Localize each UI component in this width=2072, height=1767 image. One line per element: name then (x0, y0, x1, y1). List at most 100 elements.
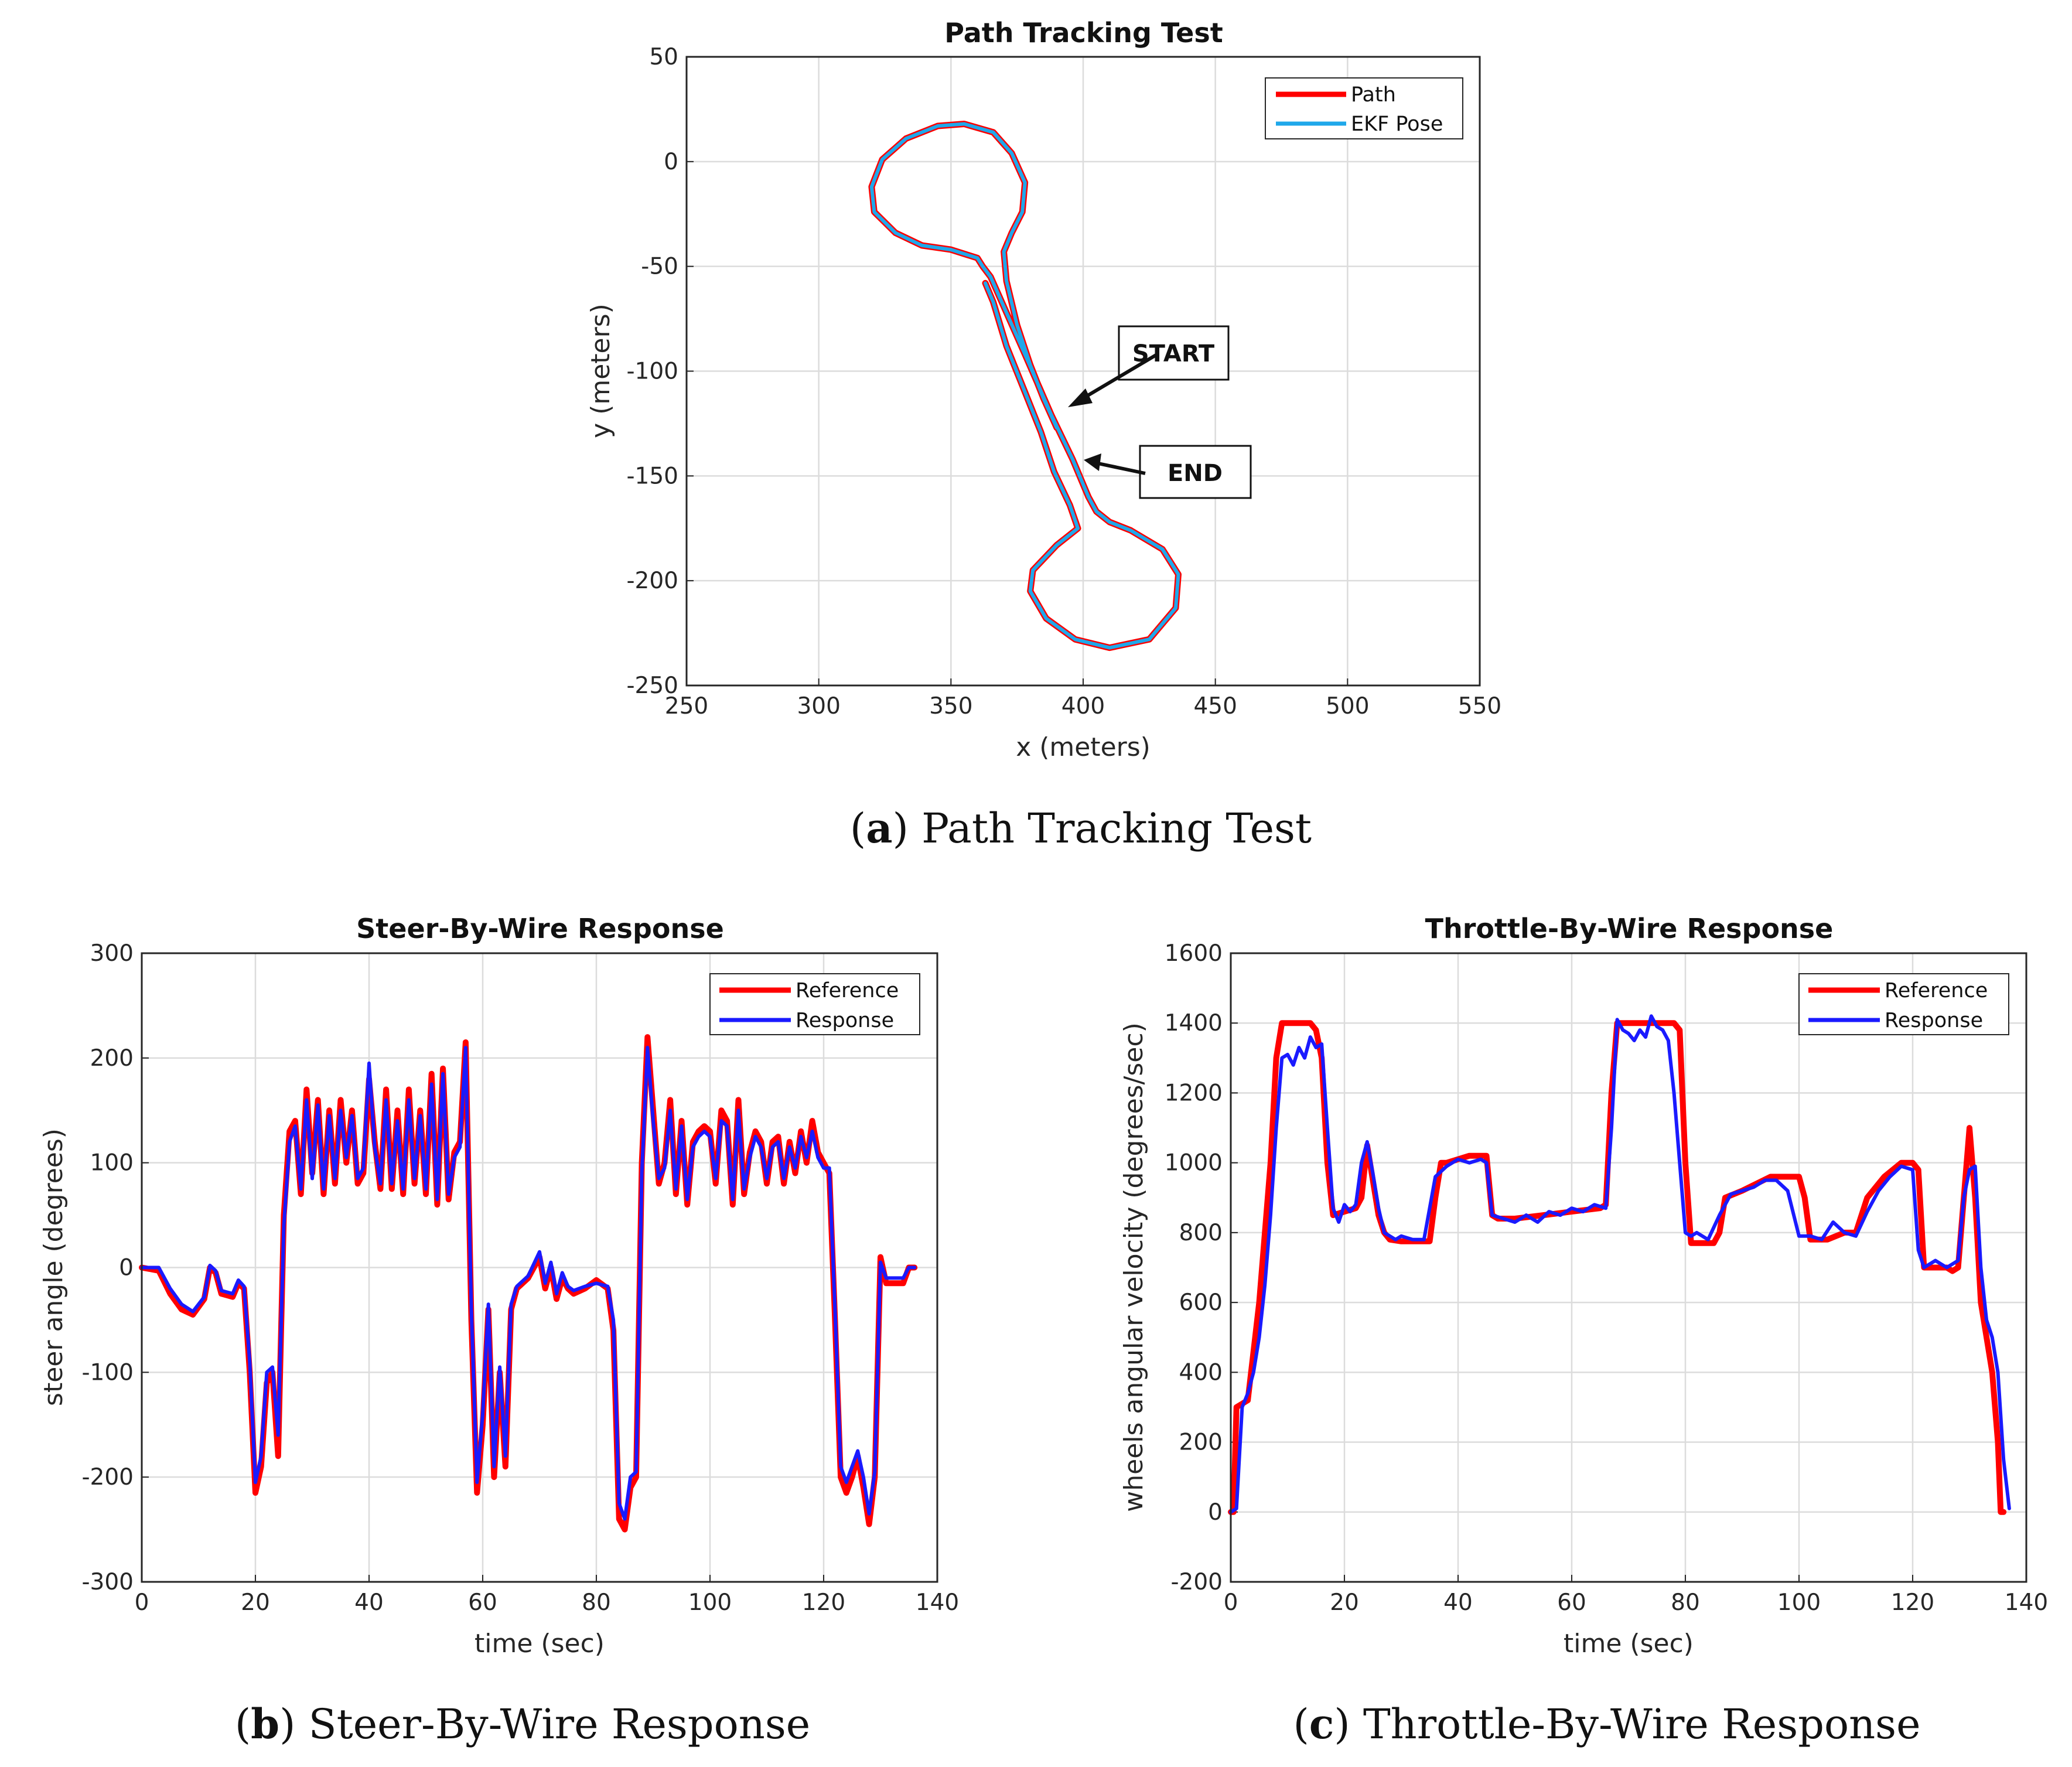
x-tick-label: 80 (1671, 1589, 1700, 1616)
plot-lines (868, 121, 1182, 651)
caption-a: (a) Path Tracking Test (850, 804, 1312, 852)
y-tick-label: 800 (1179, 1220, 1223, 1246)
plot-lines (1228, 1014, 2011, 1515)
series-line-response (1229, 1014, 2011, 1514)
y-tick-label: 400 (1179, 1359, 1223, 1386)
tick-labels: 0 20 40 60 80 100 120 140 1600 1400 1200 1000 800 600… (1165, 940, 2048, 1616)
x-tick-label: 40 (354, 1589, 384, 1616)
legend-label-response: Response (796, 1009, 894, 1032)
legend: Reference Response (709, 973, 920, 1035)
x-axis-label: time (sec) (475, 1629, 605, 1659)
annotation-arrow (1095, 461, 1146, 475)
y-tick-label: -100 (81, 1359, 134, 1386)
y-tick-label: -50 (641, 254, 678, 280)
annotation-arrow (1077, 353, 1158, 403)
x-axis-label: time (sec) (1564, 1629, 1694, 1659)
legend-label-ekf-pose: EKF Pose (1351, 112, 1443, 136)
plot-frame (685, 56, 1481, 687)
x-tick-label: 0 (1224, 1589, 1238, 1616)
grid (686, 56, 1480, 686)
arrow-head-icon (1068, 388, 1093, 407)
y-tick-label: -300 (81, 1569, 134, 1595)
x-tick-label: 550 (1458, 693, 1501, 719)
annotation-box (1139, 445, 1252, 499)
y-tick-label: 1200 (1165, 1080, 1223, 1106)
caption-b: (b) Steer-By-Wire Response (235, 1700, 810, 1748)
legend-label-reference: Reference (796, 979, 899, 1002)
legend: Path EKF Pose (1265, 77, 1463, 139)
arrow-head-icon (1084, 453, 1101, 471)
legend-box (1798, 973, 2009, 1035)
annotation-start: START (1068, 325, 1230, 407)
annotation-end-label: END (1168, 460, 1223, 487)
chart-title: Steer-By-Wire Response (356, 913, 724, 944)
x-axis-label: x (meters) (1016, 732, 1151, 762)
tick-labels: 0 20 40 60 80 100 120 140 300 200 100 0 -100 -200 -300 (81, 940, 959, 1616)
y-axis-label: steer angle (degrees) (39, 1128, 69, 1406)
x-tick-label: 500 (1326, 693, 1369, 719)
legend-box (709, 973, 920, 1035)
y-tick-label: 50 (649, 44, 678, 70)
x-tick-label: 350 (929, 693, 972, 719)
chart-title: Path Tracking Test (944, 17, 1223, 49)
grid (1230, 953, 2027, 1582)
y-tick-label: 100 (90, 1150, 134, 1176)
y-tick-label: 300 (90, 940, 134, 967)
y-tick-label: -200 (81, 1464, 134, 1490)
chart-path-tracking: Path Tracking Test 250 300 350 400 450 500 550… (586, 17, 1501, 762)
x-tick-label: 60 (468, 1589, 497, 1616)
chart-throttle-by-wire: Throttle-By-Wire Response 0 20 40 60 80 100 12… (1119, 913, 2048, 1659)
x-tick-label: 120 (1891, 1589, 1934, 1616)
series-line-reference (1228, 1020, 2007, 1515)
x-tick-label: 250 (665, 693, 708, 719)
series-line-path (868, 121, 1182, 651)
x-tick-label: 20 (1330, 1589, 1359, 1616)
x-tick-label: 100 (1777, 1589, 1821, 1616)
plot-frame (1230, 952, 2027, 1583)
y-tick-label: 600 (1179, 1290, 1223, 1316)
y-tick-label: 0 (1208, 1499, 1223, 1526)
chart-title: Throttle-By-Wire Response (1425, 913, 1834, 944)
x-tick-label: 40 (1443, 1589, 1473, 1616)
y-tick-label: 1000 (1165, 1150, 1223, 1176)
x-tick-label: 140 (916, 1589, 959, 1616)
annotation-end: END (1084, 445, 1252, 499)
y-tick-label: 200 (90, 1045, 134, 1072)
legend-label-path: Path (1351, 83, 1396, 107)
y-tick-label: 1600 (1165, 940, 1223, 967)
y-tick-label: 0 (664, 149, 678, 175)
x-tick-label: 300 (797, 693, 840, 719)
x-tick-label: 20 (241, 1589, 270, 1616)
y-tick-label: -200 (626, 568, 678, 594)
series-line-response (140, 1046, 917, 1521)
x-tick-label: 80 (582, 1589, 611, 1616)
series-line-ekf-pose (869, 122, 1180, 650)
series-line-reference (139, 1034, 918, 1533)
y-tick-label: -200 (1170, 1569, 1223, 1595)
legend-label-response: Response (1885, 1009, 1983, 1032)
legend-box (1265, 77, 1463, 139)
y-axis-label: y (meters) (586, 303, 616, 438)
x-tick-label: 400 (1061, 693, 1105, 719)
legend-label-reference: Reference (1885, 979, 1988, 1002)
legend: Reference Response (1798, 973, 2009, 1035)
x-tick-label: 450 (1193, 693, 1237, 719)
y-tick-label: -150 (626, 463, 678, 489)
annotation-box (1118, 325, 1230, 381)
y-axis-label: wheels angular velocity (degrees/sec) (1119, 1022, 1149, 1512)
chart-steer-by-wire: Steer-By-Wire Response 0 20 40 60 80 100 120 14… (39, 913, 959, 1659)
x-tick-label: 140 (2005, 1589, 2048, 1616)
grid (141, 953, 938, 1582)
tick-labels: 250 300 350 400 450 500 550500-50-100-150-200-… (626, 44, 1501, 719)
x-tick-label: 60 (1557, 1589, 1586, 1616)
x-tick-label: 120 (802, 1589, 845, 1616)
y-tick-label: 1400 (1165, 1010, 1223, 1036)
x-tick-label: 0 (135, 1589, 149, 1616)
x-tick-label: 100 (688, 1589, 732, 1616)
plot-frame (141, 952, 938, 1583)
y-tick-label: -100 (626, 359, 678, 385)
y-tick-label: 200 (1179, 1430, 1223, 1456)
y-tick-label: -250 (626, 673, 678, 699)
y-tick-label: 0 (119, 1255, 134, 1281)
